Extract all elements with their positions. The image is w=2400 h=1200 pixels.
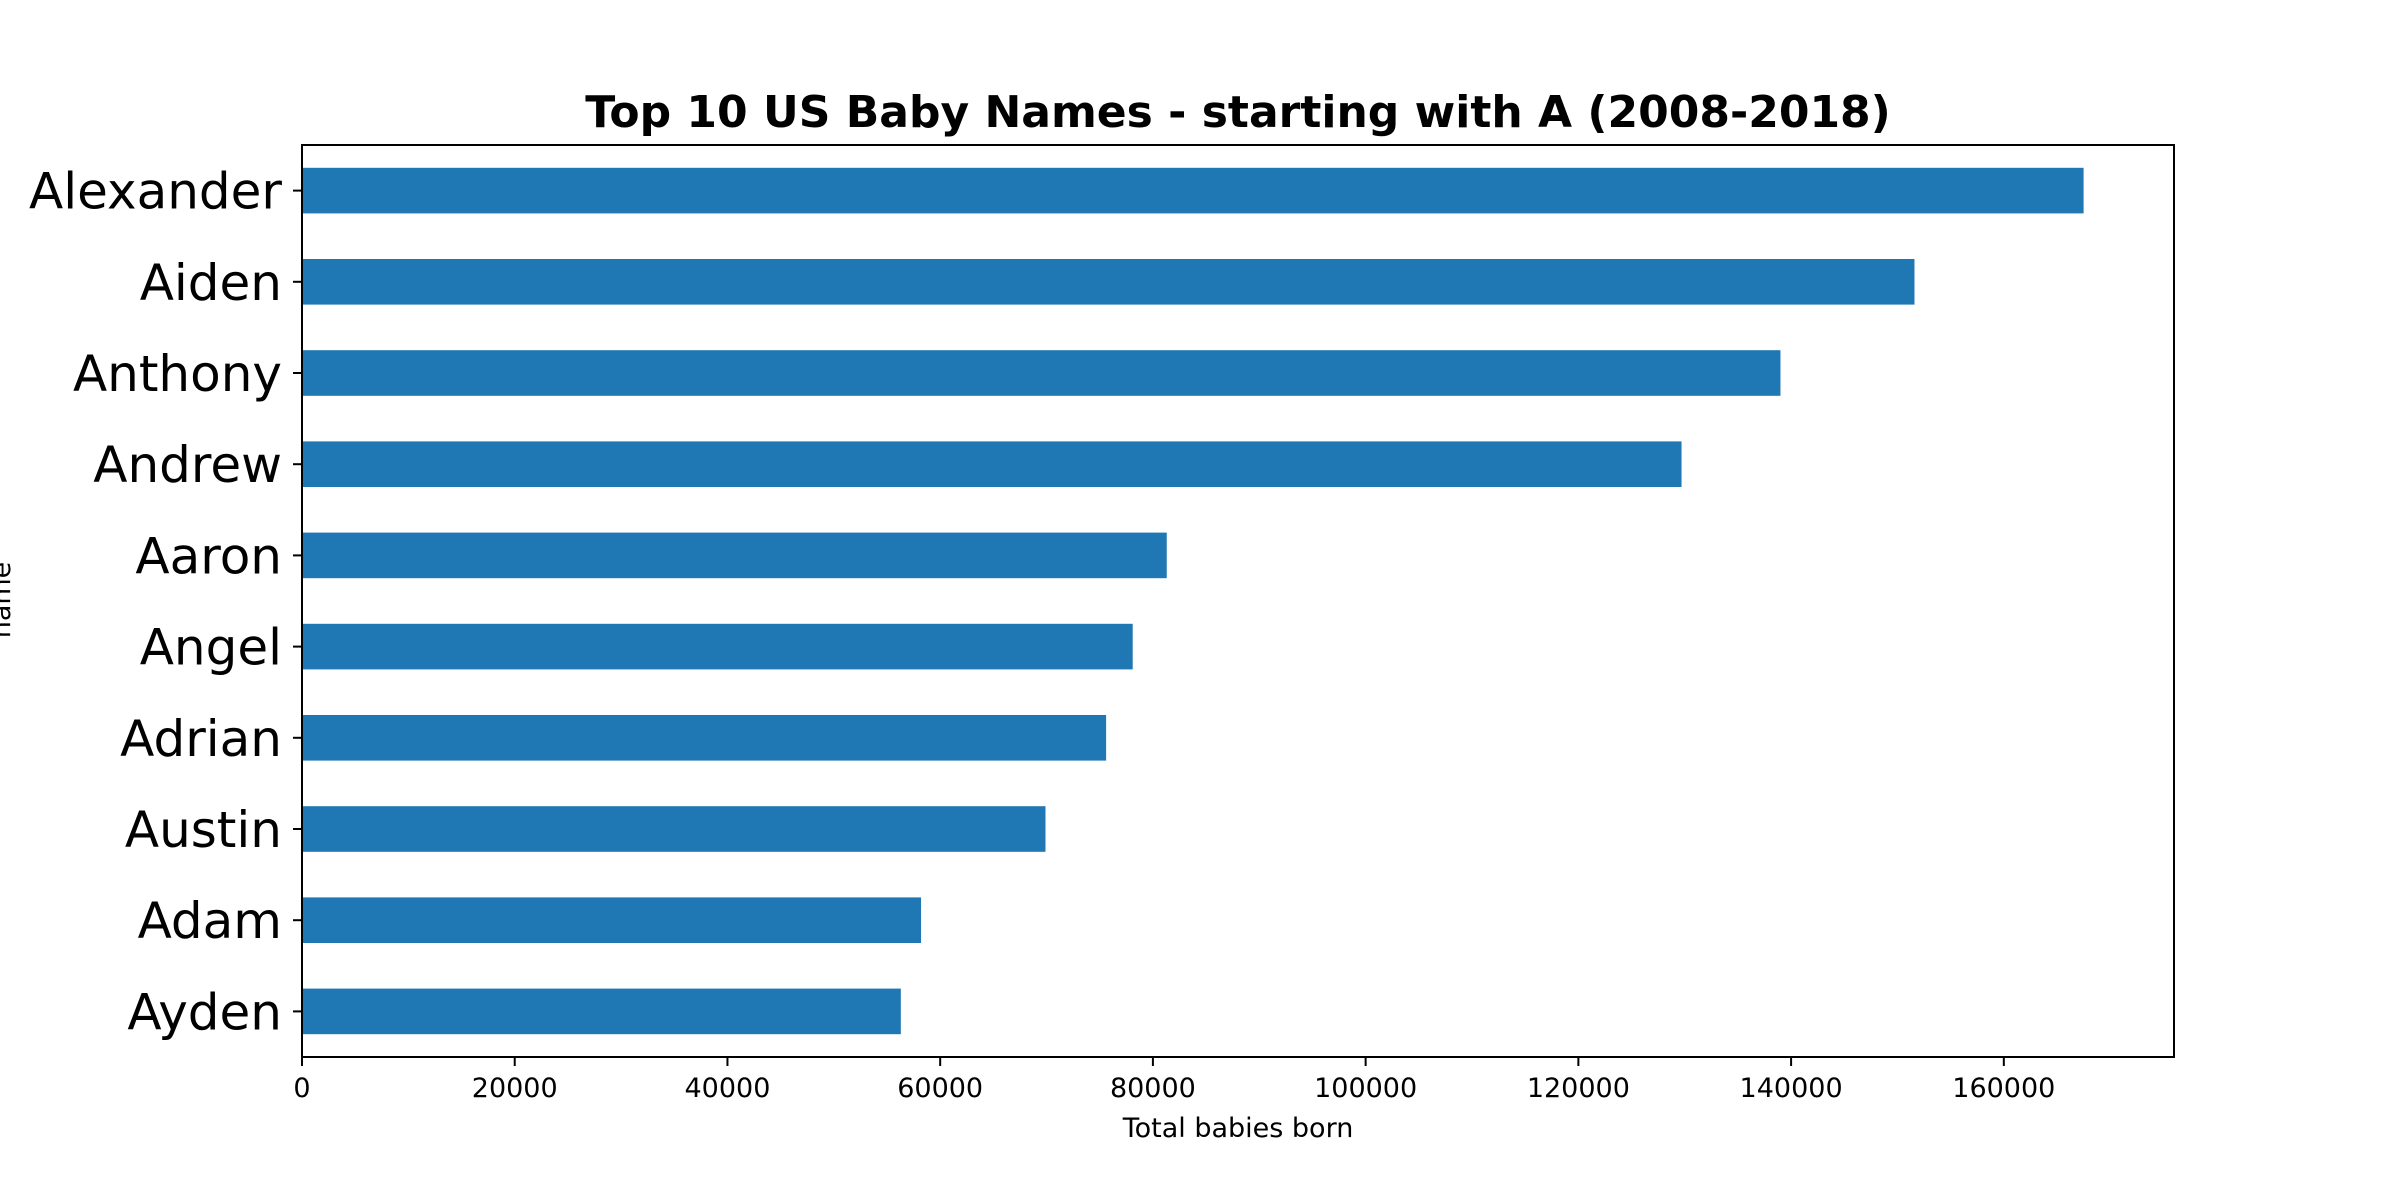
y-tick-label-andrew: Andrew [93, 436, 282, 494]
bar-ayden [302, 988, 901, 1035]
y-tick-label-aiden: Aiden [140, 254, 282, 312]
y-tick-label-ayden: Ayden [127, 983, 282, 1041]
bar-adam [302, 897, 922, 943]
bar-angel [302, 623, 1133, 670]
y-tick-label-adam: Adam [138, 892, 282, 950]
x-tick-label: 160000 [1952, 1073, 2055, 1104]
y-axis-label: name [0, 562, 17, 639]
y-tick-label-austin: Austin [125, 801, 282, 859]
x-axis-ticks: 0 20000 40000 60000 80000 100000 120000 140000 1… [293, 1057, 2055, 1104]
bar-austin [302, 806, 1046, 852]
chart-title: Top 10 US Baby Names - starting with A (… [585, 87, 1891, 138]
y-tick-label-angel: Angel [140, 619, 282, 677]
bar-aiden [302, 259, 1915, 305]
x-tick-label: 0 [293, 1073, 310, 1104]
x-tick-label: 80000 [1110, 1073, 1196, 1104]
y-axis-ticks: Alexander Aiden Anthony Andrew Aaron Angel Adr… [29, 163, 302, 1041]
bar-alexander [302, 167, 2084, 214]
bar-anthony [302, 350, 1781, 396]
y-tick-label-anthony: Anthony [73, 345, 282, 403]
x-tick-label: 40000 [685, 1073, 771, 1104]
x-axis-label: Total babies born [1122, 1113, 1354, 1144]
x-tick-label: 100000 [1314, 1073, 1417, 1104]
x-tick-label: 140000 [1740, 1073, 1843, 1104]
y-tick-label-adrian: Adrian [120, 710, 282, 768]
bar-aaron [302, 532, 1167, 579]
y-tick-label-aaron: Aaron [135, 527, 282, 585]
x-tick-label: 60000 [897, 1073, 983, 1104]
x-tick-label: 20000 [472, 1073, 558, 1104]
x-tick-label: 120000 [1527, 1073, 1630, 1104]
bar-andrew [302, 441, 1682, 487]
bar-adrian [302, 715, 1107, 761]
plot-frame [301, 144, 2175, 1058]
bars-group [302, 167, 2084, 1035]
y-tick-label-alexander: Alexander [29, 163, 282, 221]
